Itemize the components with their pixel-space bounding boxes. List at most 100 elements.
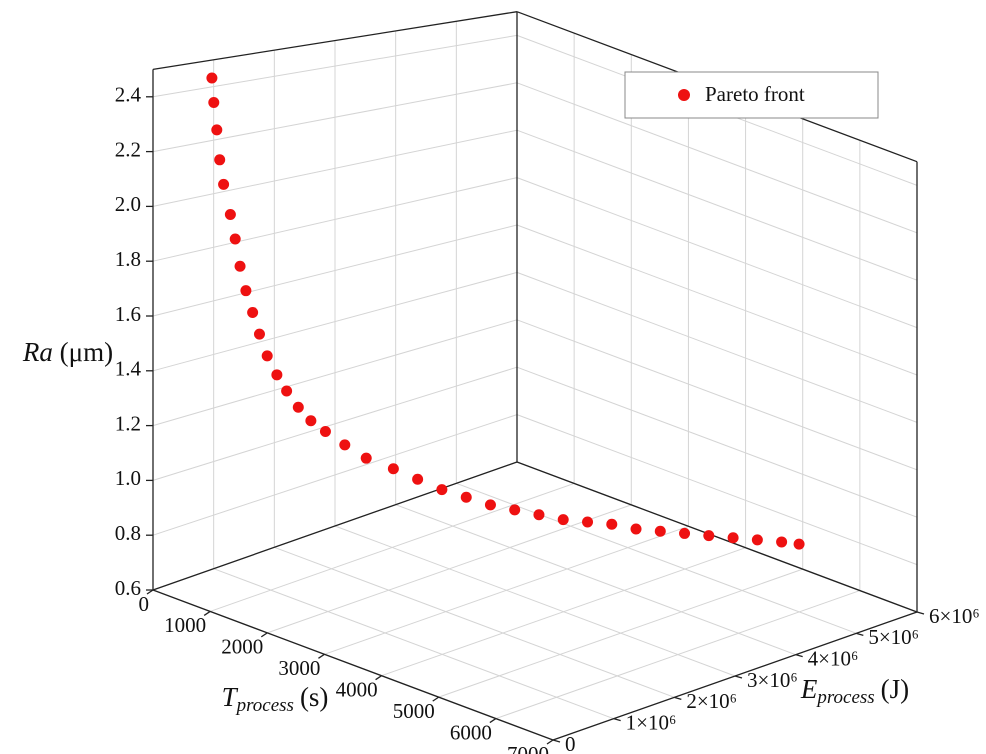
point <box>261 350 273 362</box>
box-edge <box>152 589 554 741</box>
y-tick-label: 2×10⁶ <box>686 689 737 713</box>
point <box>727 532 739 544</box>
point <box>654 525 666 537</box>
tick-mark <box>546 739 554 745</box>
point <box>557 514 569 526</box>
tick-mark <box>856 632 864 636</box>
tick-mark <box>203 610 211 616</box>
z-tick-label: 1.8 <box>115 247 141 271</box>
box-edge <box>152 11 518 71</box>
y-tick-label: 6×10⁶ <box>929 604 980 628</box>
point <box>281 385 293 397</box>
z-axis-label: Ra (μm) <box>22 337 113 367</box>
grid-line <box>516 129 918 281</box>
legend-label: Pareto front <box>705 82 805 106</box>
point <box>436 484 448 496</box>
tick-mark <box>375 675 382 681</box>
x-tick-label: 3000 <box>278 656 320 680</box>
tick-mark <box>146 589 154 595</box>
grid-line <box>516 271 918 423</box>
tick-mark <box>734 675 743 679</box>
x-tick-label: 2000 <box>221 635 263 659</box>
tick-mark <box>613 718 621 722</box>
z-tick-label: 1.0 <box>115 466 141 490</box>
tick-mark <box>432 696 440 702</box>
x-tick-label: 4000 <box>336 678 378 702</box>
point <box>234 260 246 272</box>
grid-line <box>516 319 918 471</box>
z-symbol: Ra <box>22 337 53 367</box>
tick-mark <box>260 632 268 638</box>
point <box>208 97 220 109</box>
tick-mark <box>489 718 497 724</box>
point <box>679 527 691 539</box>
x-axis-label: Tprocess (s) <box>222 682 329 716</box>
y-tick-label: 0 <box>565 732 576 754</box>
z-tick-label: 1.2 <box>115 411 141 435</box>
grid-line <box>395 504 796 656</box>
point <box>412 473 424 485</box>
x-unit: (s) <box>300 682 329 712</box>
y-subscript: process <box>815 687 874 708</box>
grid-line <box>516 177 918 329</box>
grid-line <box>267 504 632 634</box>
point <box>271 369 283 381</box>
y-tick-label: 5×10⁶ <box>868 625 919 649</box>
point <box>240 285 252 297</box>
x-symbol: T <box>222 682 239 712</box>
point <box>305 415 317 427</box>
point <box>247 306 259 318</box>
box-edge <box>152 461 518 591</box>
tick-mark <box>318 653 325 659</box>
grid-line <box>274 546 675 698</box>
grid-line <box>516 366 918 518</box>
x-subscript: process <box>235 695 294 716</box>
point <box>319 425 331 437</box>
grid-line <box>456 482 857 634</box>
point <box>703 530 715 542</box>
grid-line <box>324 525 689 655</box>
grid-line <box>334 525 736 677</box>
y-unit: (J) <box>881 674 910 704</box>
grid-line <box>516 82 918 234</box>
point <box>460 491 472 503</box>
point <box>214 154 226 166</box>
point <box>339 439 351 451</box>
grid-line <box>438 568 803 698</box>
y-tick-label: 1×10⁶ <box>626 710 677 734</box>
y-tick-label: 3×10⁶ <box>747 668 798 692</box>
z-tick-label: 1.4 <box>115 357 142 381</box>
point <box>253 328 265 340</box>
point <box>751 534 763 546</box>
x-tick-label: 1000 <box>164 613 206 637</box>
grid-line <box>516 414 918 566</box>
point <box>229 233 241 245</box>
point <box>360 452 372 464</box>
point <box>776 536 788 548</box>
point <box>206 72 218 84</box>
y-symbol: E <box>800 674 818 704</box>
y-tick-label: 4×10⁶ <box>808 646 859 670</box>
z-tick-label: 0.8 <box>115 521 141 545</box>
grid-line <box>516 224 918 376</box>
point <box>484 499 496 511</box>
point <box>630 523 642 535</box>
z-tick-label: 2.2 <box>115 137 141 161</box>
point <box>387 463 399 475</box>
point <box>606 518 618 530</box>
point <box>211 124 223 136</box>
point <box>582 516 594 528</box>
x-tick-label: 6000 <box>450 720 492 744</box>
tick-mark <box>674 696 682 700</box>
point <box>292 401 304 413</box>
point <box>218 178 230 190</box>
y-axis-label: Eprocess (J) <box>800 674 909 708</box>
z-tick-label: 2.4 <box>115 83 142 107</box>
grid-line <box>495 590 861 720</box>
box-edge <box>516 461 918 613</box>
grid-line <box>213 568 614 720</box>
x-tick-label: 7000 <box>507 742 549 754</box>
grid-line <box>209 482 575 612</box>
x-tick-label: 5000 <box>393 699 435 723</box>
